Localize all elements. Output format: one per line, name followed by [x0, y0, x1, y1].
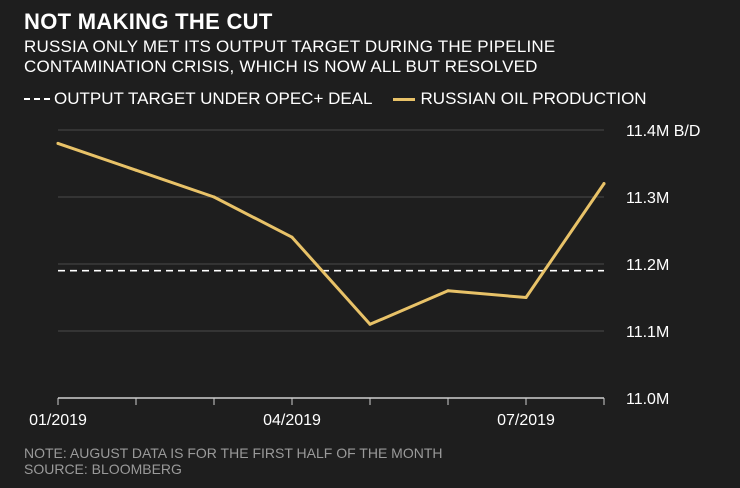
legend-label-production: RUSSIAN OIL PRODUCTION: [420, 89, 647, 108]
legend-item-target: OUTPUT TARGET UNDER OPEC+ DEAL: [24, 89, 373, 109]
production-data-point: [524, 296, 528, 299]
y-tick-label: 11.2M: [626, 257, 669, 274]
production-data-point: [134, 168, 138, 172]
footnote: NOTE: AUGUST DATA IS FOR THE FIRST HALF …: [24, 445, 443, 477]
footnote-source: SOURCE: BLOOMBERG: [24, 461, 182, 477]
y-tick-label: 11.0M: [626, 391, 669, 408]
footnote-note: NOTE: AUGUST DATA IS FOR THE FIRST HALF …: [24, 445, 443, 461]
legend-item-production: RUSSIAN OIL PRODUCTION: [392, 89, 647, 109]
chart-title: NOT MAKING THE CUT: [24, 9, 273, 34]
production-data-point: [602, 182, 606, 186]
subtitle-line-1: RUSSIA ONLY MET ITS OUTPUT TARGET DURING…: [24, 37, 556, 56]
production-data-point: [446, 289, 450, 293]
legend-swatch-line: [392, 97, 415, 101]
subtitle-line-2: CONTAMINATION CRISIS, WHICH IS NOW ALL B…: [24, 57, 538, 76]
production-data-point: [368, 322, 372, 326]
y-tick-label: 11.4M B/D: [626, 123, 700, 140]
x-tick-label: 01/2019: [29, 412, 87, 429]
chart-subtitle: RUSSIA ONLY MET ITS OUTPUT TARGET DURING…: [24, 37, 704, 77]
production-data-point: [290, 235, 294, 239]
x-tick-label: 04/2019: [263, 412, 321, 429]
y-tick-label: 11.3M: [626, 190, 669, 207]
production-data-point: [212, 195, 216, 199]
legend: OUTPUT TARGET UNDER OPEC+ DEAL RUSSIAN O…: [24, 88, 667, 110]
production-data-point: [56, 141, 60, 145]
legend-label-target: OUTPUT TARGET UNDER OPEC+ DEAL: [54, 89, 373, 108]
y-tick-label: 11.1M: [626, 324, 669, 341]
legend-swatch-dashed: [24, 98, 50, 100]
production-series-line: [56, 141, 606, 326]
x-tick-label: 07/2019: [497, 412, 555, 429]
